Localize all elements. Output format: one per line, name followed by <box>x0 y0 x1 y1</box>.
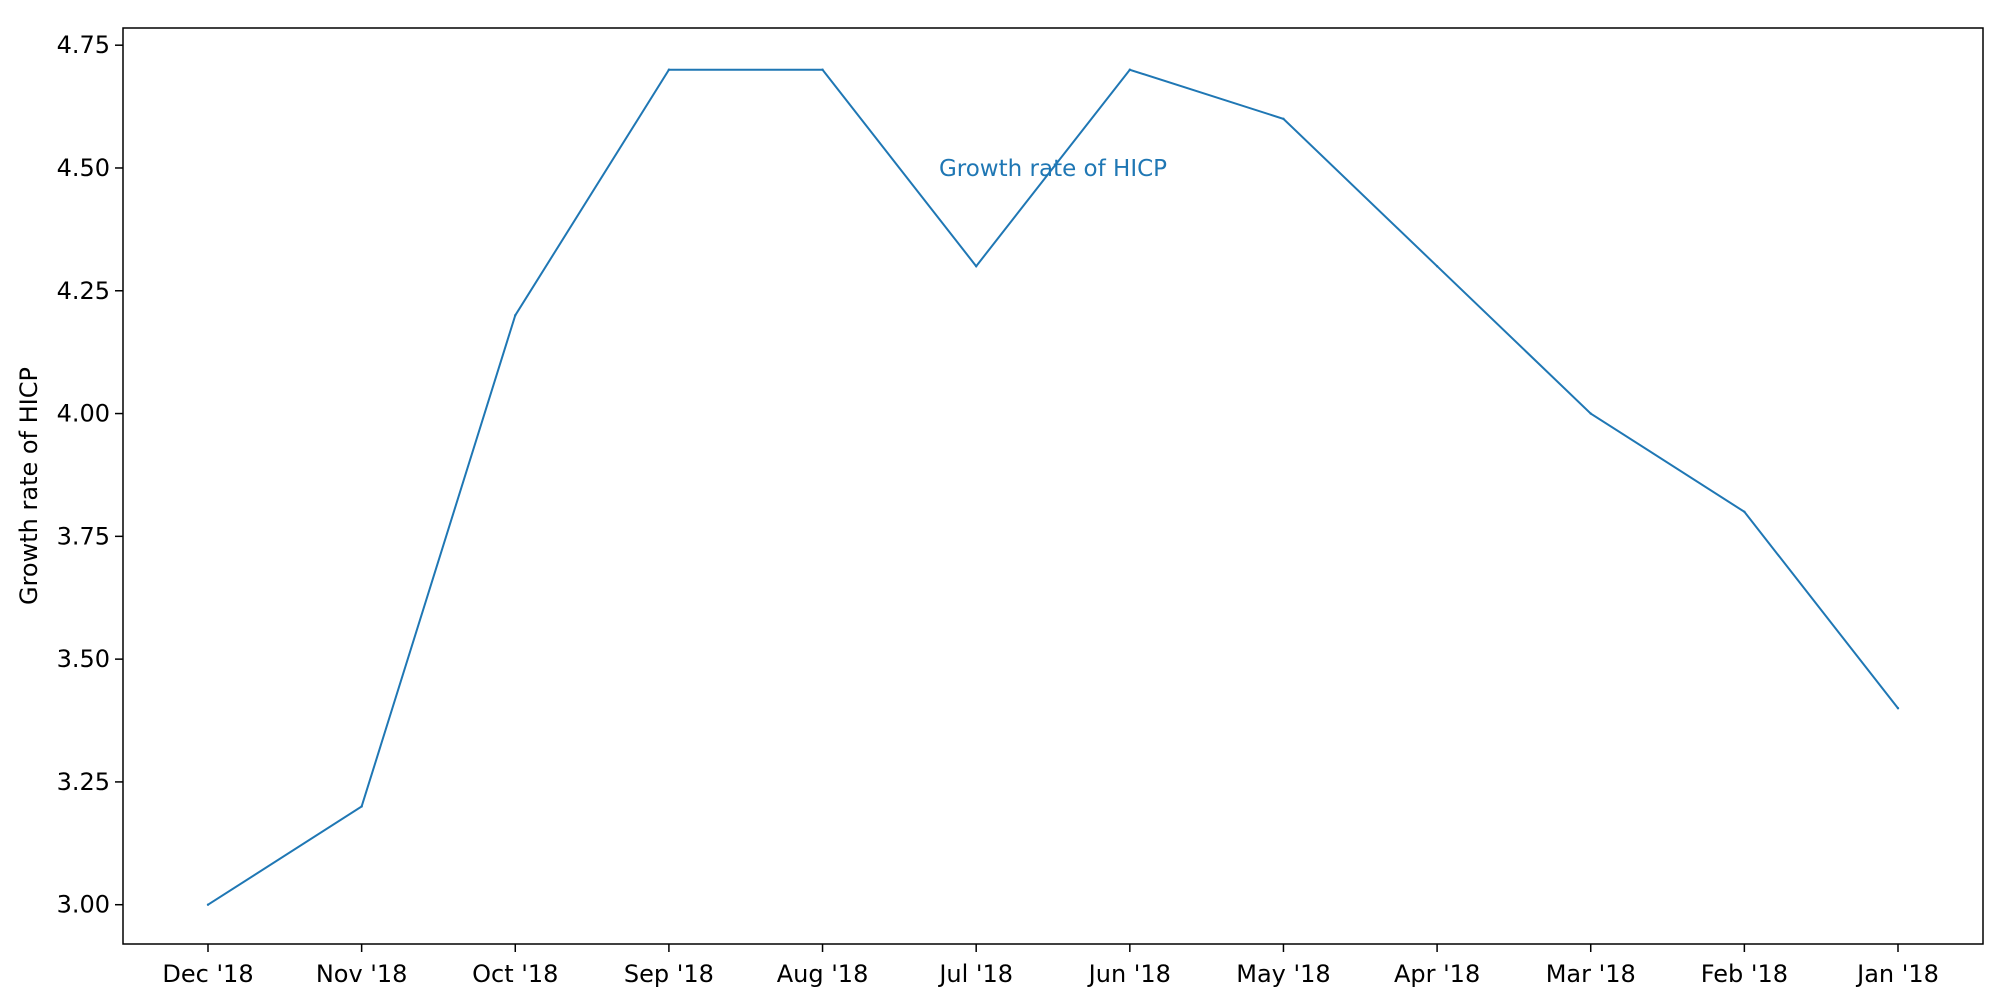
data-point <box>1743 510 1746 513</box>
y-tick-label: 4.00 <box>57 400 110 428</box>
y-axis-ticks: 3.00 3.25 3.50 3.75 4.00 4.25 4.50 4.75 <box>57 31 123 919</box>
y-tick-label: 3.50 <box>57 645 110 673</box>
y-axis-label: Growth rate of HICP <box>15 367 43 605</box>
x-tick-label: Sep '18 <box>624 960 714 988</box>
data-point <box>1435 265 1439 268</box>
data-point <box>1128 68 1132 71</box>
y-tick-label: 3.75 <box>57 522 110 550</box>
plot-area-frame <box>122 27 1984 945</box>
x-tick-label: Jun '18 <box>1087 960 1171 988</box>
y-tick-label: 3.00 <box>57 891 110 919</box>
data-point <box>360 805 363 808</box>
y-tick-label: 3.25 <box>57 768 110 796</box>
y-tick-label: 4.75 <box>57 31 110 59</box>
data-point <box>514 314 517 317</box>
series-line-hicp-growth <box>207 68 1899 906</box>
data-point <box>667 68 671 71</box>
data-point <box>1896 707 1900 710</box>
x-tick-label: Oct '18 <box>472 960 558 988</box>
data-point <box>821 68 824 71</box>
x-tick-label: May '18 <box>1236 960 1330 988</box>
x-tick-label: Jul '18 <box>937 960 1013 988</box>
x-tick-label: Feb '18 <box>1701 960 1788 988</box>
x-tick-label: Mar '18 <box>1546 960 1636 988</box>
x-tick-label: Nov '18 <box>316 960 408 988</box>
series-annotation-label: Growth rate of HICP <box>939 156 1167 182</box>
x-tick-label: Dec '18 <box>162 960 253 988</box>
data-points <box>206 68 1900 906</box>
x-axis-ticks: Dec '18 Nov '18 Oct '18 Sep '18 Aug '18 Jul '… <box>162 944 1939 988</box>
data-point <box>1282 117 1285 121</box>
data-point <box>1589 412 1592 415</box>
x-tick-label: Jan '18 <box>1855 960 1939 988</box>
y-tick-label: 4.50 <box>57 154 110 182</box>
x-tick-label: Aug '18 <box>777 960 869 988</box>
data-point <box>206 903 210 906</box>
x-tick-label: Apr '18 <box>1394 960 1480 988</box>
y-tick-label: 4.25 <box>57 277 110 305</box>
data-point <box>974 265 978 268</box>
